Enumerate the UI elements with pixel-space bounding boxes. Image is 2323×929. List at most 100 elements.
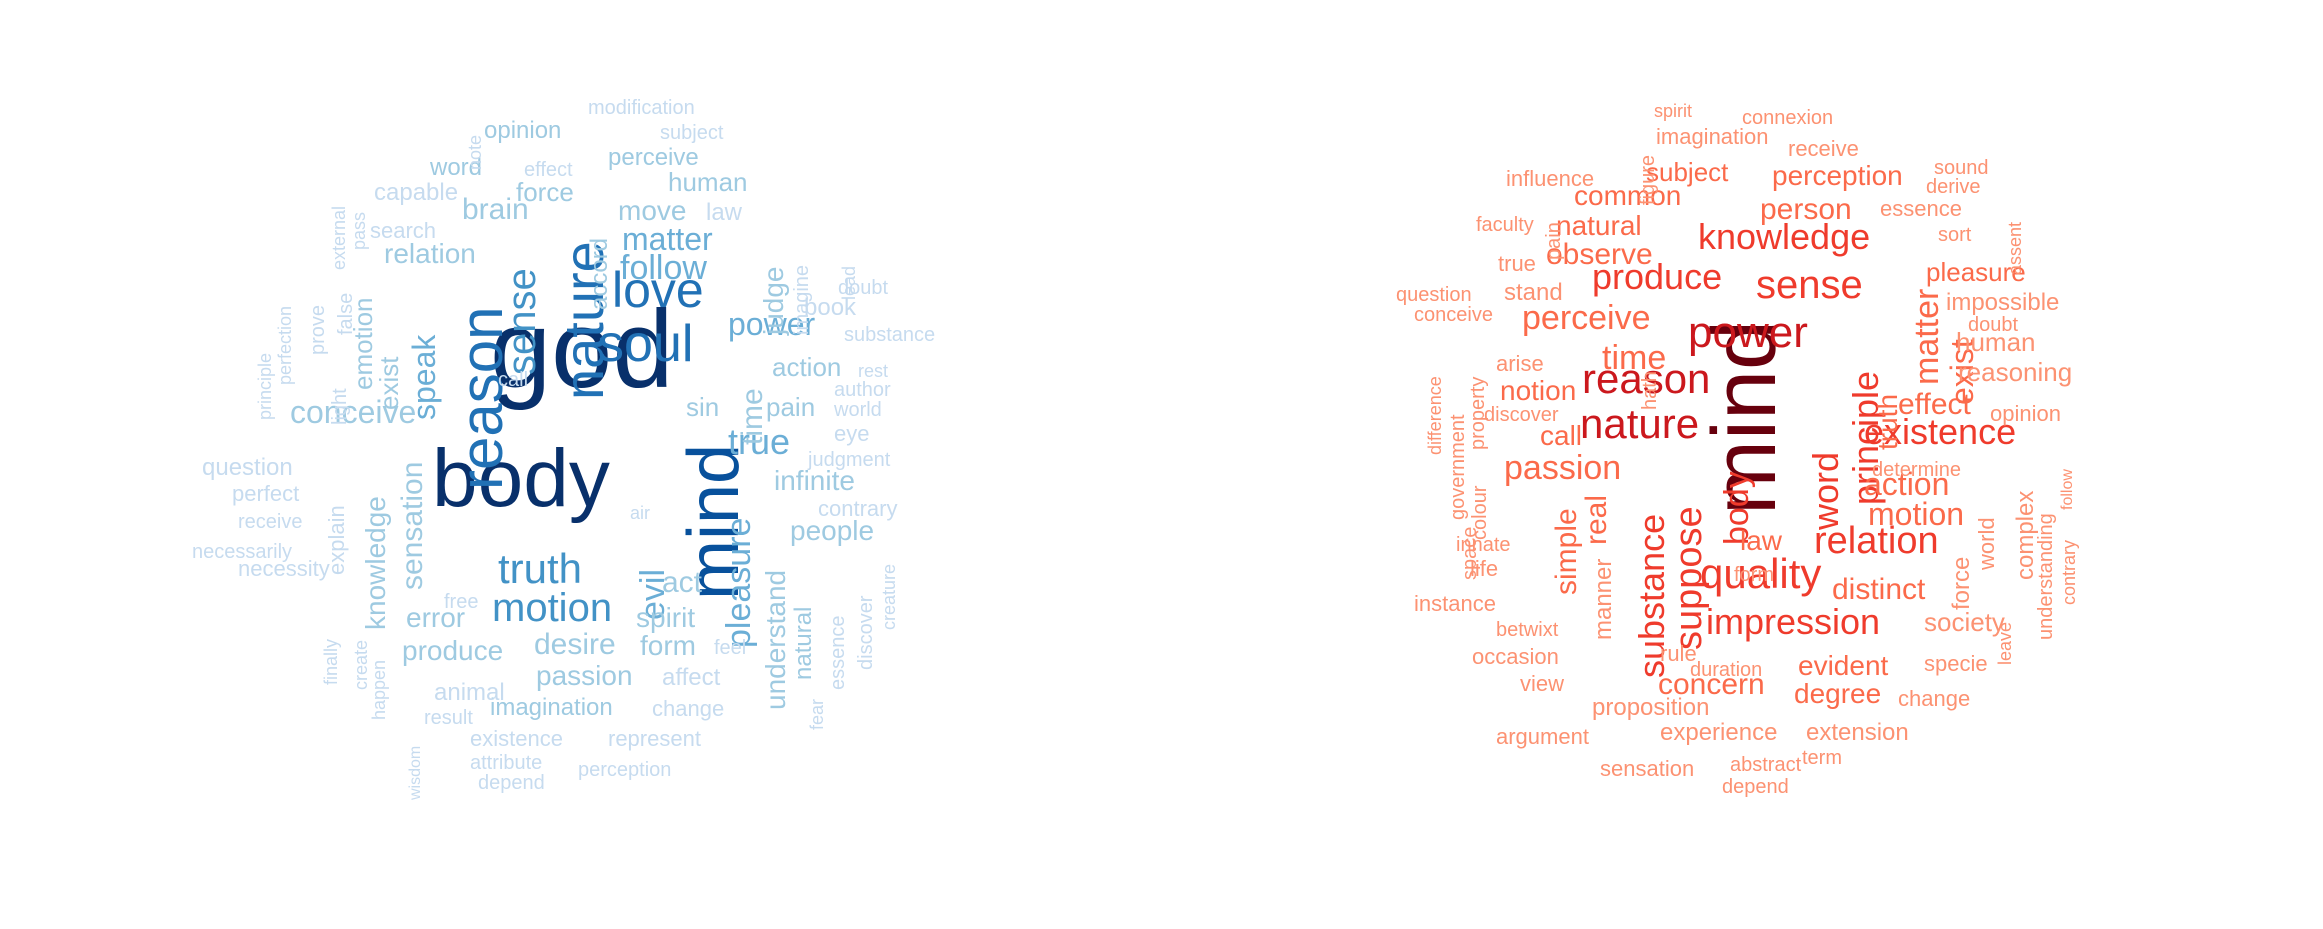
word-natural: natural — [1556, 210, 1642, 241]
word-determine: determine — [1872, 459, 1961, 481]
word-knowledge: knowledge — [1698, 216, 1871, 257]
word-connexion: connexion — [1742, 107, 1834, 129]
word-degree: degree — [1794, 678, 1882, 709]
word-move: move — [618, 195, 687, 226]
word-power: power — [1688, 308, 1808, 357]
word-perception: perception — [1772, 160, 1903, 191]
word-existence: existence — [470, 726, 563, 751]
word-pain: pain — [766, 392, 816, 422]
word-depend: depend — [478, 772, 545, 794]
word-sin: sin — [686, 392, 720, 422]
word-subject: subject — [1646, 157, 1729, 187]
word-innate: innate — [1456, 534, 1511, 556]
word-imagination: imagination — [490, 694, 613, 721]
word-natural: natural — [790, 606, 817, 680]
word-doubt: doubt — [1968, 314, 2019, 336]
word-faculty: faculty — [1476, 214, 1534, 236]
word-conceive: conceive — [290, 394, 417, 430]
word-passion: passion — [1504, 449, 1622, 487]
word-affect: affect — [662, 664, 721, 691]
word-leave: leave — [1995, 621, 2015, 665]
word-doubt: doubt — [838, 277, 889, 299]
red-word-cloud: mind power reason nature sense knowledge produ… — [1160, 0, 2323, 929]
word-relation: relation — [384, 238, 476, 269]
word-world: world — [1974, 517, 1999, 570]
word-perfect: perfect — [232, 481, 300, 506]
word-truth: truth — [498, 545, 583, 592]
word-essence: essence — [827, 615, 849, 691]
word-love: love — [612, 262, 704, 318]
word-concern: concern — [1658, 668, 1765, 701]
word-observe: observe — [1546, 238, 1653, 271]
word-motion: motion — [1868, 496, 1965, 532]
word-government: government — [1447, 414, 1469, 520]
word-imagine: imagine — [791, 264, 813, 335]
word-necessarily: necessarily — [192, 541, 293, 563]
word-spirit: spirit — [636, 602, 696, 633]
word-body: body — [432, 433, 610, 524]
word-sensation: sensation — [396, 461, 429, 590]
word-false: false — [335, 292, 357, 335]
word-pain: pain — [1543, 222, 1565, 260]
word-extension: extension — [1806, 719, 1909, 746]
word-instance: instance — [1414, 591, 1496, 616]
word-person: person — [1760, 193, 1852, 226]
word-true: true — [728, 421, 791, 462]
word-feel: feel — [714, 637, 747, 659]
word-form: form — [640, 630, 696, 661]
word-word: word — [430, 154, 483, 181]
word-judge: judge — [758, 266, 789, 335]
word-animal: animal — [434, 679, 505, 706]
word-desire: desire — [534, 628, 616, 661]
word-capable: capable — [374, 179, 459, 206]
word-action: action — [772, 352, 842, 382]
word-argument: argument — [1496, 724, 1589, 749]
word-effect: effect — [524, 159, 573, 181]
word-god: god — [490, 288, 674, 411]
word-perceive: perceive — [1522, 299, 1651, 337]
word-pleasure: pleasure — [1926, 257, 2026, 287]
word-proposition: proposition — [1592, 694, 1710, 721]
word-pass: pass — [349, 211, 369, 250]
word-true: true — [1498, 251, 1536, 276]
word-prove: prove — [307, 304, 329, 355]
blue-word-cloud: god body mind reason nature soul love sense trut… — [0, 0, 1160, 929]
word-sort: sort — [1938, 224, 1972, 246]
word-assent: assent — [2005, 221, 2025, 275]
word-perfection: perfection — [275, 305, 295, 385]
word-power: power — [728, 306, 816, 342]
word-action: action — [1864, 466, 1950, 502]
word-change: change — [1898, 686, 1971, 711]
word-notion: notion — [1500, 375, 1577, 406]
word-accord: accord — [586, 237, 613, 310]
word-principle: principle — [255, 352, 275, 420]
word-note: note — [465, 134, 485, 170]
word-time: time — [1602, 339, 1667, 377]
word-opinion: opinion — [484, 117, 562, 144]
word-change: change — [652, 696, 725, 721]
word-specie: specie — [1924, 651, 1988, 676]
word-occasion: occasion — [1472, 644, 1559, 669]
word-brain: brain — [462, 193, 529, 226]
word-human: human — [668, 167, 748, 197]
word-view: view — [1520, 671, 1565, 696]
word-depend: depend — [1722, 776, 1789, 798]
word-understand: understand — [760, 569, 791, 710]
word-produce: produce — [1592, 256, 1723, 297]
word-happen: happen — [369, 659, 389, 720]
word-term: term — [1802, 747, 1842, 769]
word-effect: effect — [1898, 388, 1971, 421]
word-arise: arise — [1496, 351, 1544, 376]
word-knowledge: knowledge — [360, 496, 391, 630]
word-abstract: abstract — [1730, 754, 1802, 776]
word-modification: modification — [588, 97, 695, 119]
word-exist: exist — [374, 356, 404, 410]
word-passion: passion — [536, 660, 633, 691]
word-pleasure: pleasure — [720, 517, 758, 648]
word-human: human — [1956, 327, 2036, 357]
word-produce: produce — [402, 635, 504, 666]
word-free: free — [444, 591, 479, 613]
word-light: light — [329, 388, 351, 425]
word-relation: relation — [1814, 520, 1939, 562]
word-subject: subject — [660, 122, 724, 144]
